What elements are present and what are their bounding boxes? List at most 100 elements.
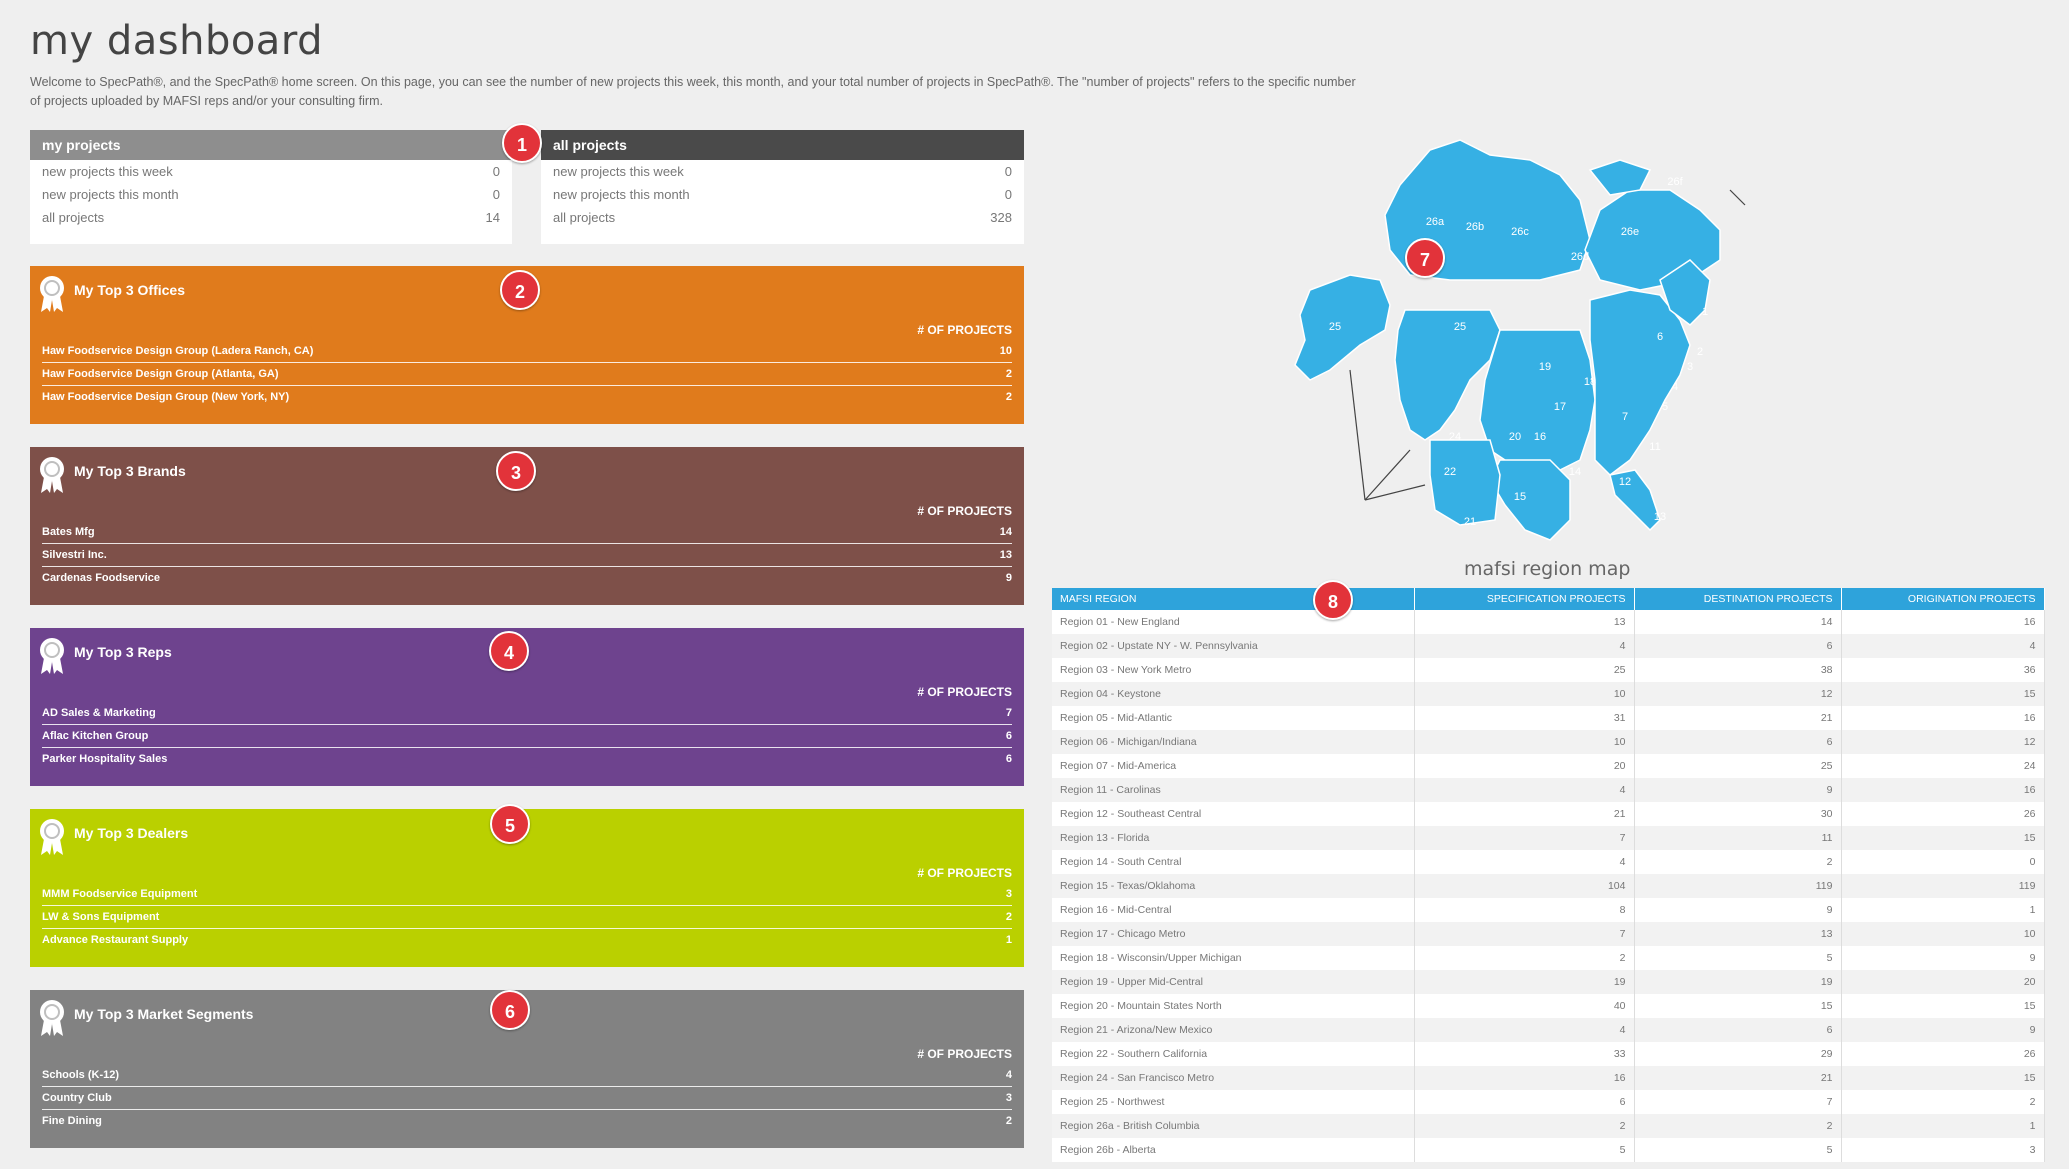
card-title: My Top 3 Dealers (74, 825, 189, 841)
award-ribbon-icon (38, 274, 66, 314)
map-region-label[interactable]: 4 (1672, 381, 1678, 393)
table-row[interactable]: Region 11 - Carolinas 4 9 16 (1052, 778, 2045, 802)
map-region-label[interactable]: 11 (1649, 441, 1660, 453)
map-region-label[interactable]: 15 (1514, 491, 1526, 503)
table-row[interactable]: Region 04 - Keystone 10 12 15 (1052, 682, 2045, 706)
destination-cell: 29 (1634, 1042, 1842, 1066)
table-row[interactable]: Region 01 - New England 13 14 16 (1052, 610, 2045, 634)
row-name: AD Sales & Marketing (42, 707, 156, 719)
card-row[interactable]: Haw Foodservice Design Group (Atlanta, G… (42, 363, 1012, 386)
card-row[interactable]: Haw Foodservice Design Group (New York, … (42, 386, 1012, 409)
table-row[interactable]: Region 14 - South Central 4 2 0 (1052, 850, 2045, 874)
card-row[interactable]: Silvestri Inc. 13 (42, 544, 1012, 567)
card-row[interactable]: Haw Foodservice Design Group (Ladera Ran… (42, 340, 1012, 363)
table-row[interactable]: Region 20 - Mountain States North 40 15 15 (1052, 994, 2045, 1018)
table-row[interactable]: Region 03 - New York Metro 25 38 36 (1052, 658, 2045, 682)
map-region-label[interactable]: 7 (1622, 411, 1628, 423)
specification-cell: 10 (1414, 730, 1635, 754)
destination-cell: 30 (1634, 802, 1842, 826)
card-row[interactable]: Cardenas Foodservice 9 (42, 567, 1012, 590)
specification-cell: 2 (1414, 946, 1635, 970)
table-row[interactable]: Region 21 - Arizona/New Mexico 4 6 9 (1052, 1018, 2045, 1042)
map-region-label[interactable]: 21 (1464, 516, 1476, 528)
map-region-label[interactable]: 19 (1539, 361, 1551, 373)
card-row[interactable]: Fine Dining 2 (42, 1110, 1012, 1133)
header-mafsi-region[interactable]: MAFSI REGION (1052, 588, 1415, 610)
region-name-cell: Region 04 - Keystone (1052, 682, 1415, 706)
table-row[interactable]: Region 19 - Upper Mid-Central 19 19 20 (1052, 970, 2045, 994)
header-origination-projects[interactable]: ORIGINATION PROJECTS (1841, 588, 2045, 610)
map-region-label[interactable]: 26e (1621, 226, 1639, 238)
origination-cell: 15 (1841, 682, 2045, 706)
all-projects-row: new projects this month 0 (541, 183, 1024, 206)
map-region-label[interactable]: 26c (1511, 226, 1529, 238)
map-region-label[interactable]: 26f (1667, 176, 1683, 188)
card-row[interactable]: Aflac Kitchen Group 6 (42, 725, 1012, 748)
map-region-label[interactable]: 25 (1329, 321, 1341, 333)
table-row[interactable]: Region 17 - Chicago Metro 7 13 10 (1052, 922, 2045, 946)
award-ribbon-icon (38, 998, 66, 1038)
destination-cell: 5 (1634, 946, 1842, 970)
origination-cell: 1 (1841, 898, 2045, 922)
map-caption: mafsi region map (1464, 558, 1631, 580)
table-row[interactable]: Region 13 - Florida 7 11 15 (1052, 826, 2045, 850)
my-projects-row: new projects this month 0 (30, 183, 512, 206)
specification-cell: 10 (1414, 682, 1635, 706)
table-row[interactable]: Region 22 - Southern California 33 29 26 (1052, 1042, 2045, 1066)
map-region-label[interactable]: 1 (1702, 306, 1708, 318)
card-row[interactable]: LW & Sons Equipment 2 (42, 906, 1012, 929)
region-name-cell: Region 19 - Upper Mid-Central (1052, 970, 1415, 994)
card-column-header: # OF PROJECTS (917, 685, 1012, 699)
intro-text: Welcome to SpecPath®, and the SpecPath® … (30, 75, 1356, 108)
row-value: 0 (1004, 164, 1012, 179)
map-region-label[interactable]: 18 (1584, 376, 1596, 388)
table-row[interactable]: Region 15 - Texas/Oklahoma 104 119 119 (1052, 874, 2045, 898)
destination-cell: 2 (1634, 850, 1842, 874)
card-row[interactable]: Parker Hospitality Sales 6 (42, 748, 1012, 771)
table-row[interactable]: Region 16 - Mid-Central 8 9 1 (1052, 898, 2045, 922)
callout-5: 5 (490, 804, 530, 844)
card-row[interactable]: AD Sales & Marketing 7 (42, 702, 1012, 725)
map-region-label[interactable]: 12 (1619, 476, 1631, 488)
table-row[interactable]: Region 25 - Northwest 6 7 2 (1052, 1090, 2045, 1114)
table-row[interactable]: Region 18 - Wisconsin/Upper Michigan 2 5 9 (1052, 946, 2045, 970)
map-region-label[interactable]: 3 (1687, 361, 1693, 373)
map-region-label[interactable]: 22 (1444, 466, 1456, 478)
row-value: 1 (1005, 934, 1012, 946)
table-row[interactable]: Region 02 - Upstate NY - W. Pennsylvania… (1052, 634, 2045, 658)
map-region-label[interactable]: 2 (1697, 346, 1703, 358)
map-region-label[interactable]: 24 (1449, 431, 1461, 443)
map-region-label[interactable]: 26d (1571, 251, 1589, 263)
map-region-label[interactable]: 26b (1466, 221, 1484, 233)
card-column-header: # OF PROJECTS (917, 866, 1012, 880)
map-region-label[interactable]: 17 (1554, 401, 1566, 413)
card-row[interactable]: Bates Mfg 14 (42, 521, 1012, 544)
specification-cell: 31 (1414, 706, 1635, 730)
map-region-label[interactable]: 20 (1509, 431, 1521, 443)
region-name-cell: Region 26b - Alberta (1052, 1138, 1415, 1162)
table-row[interactable]: Region 07 - Mid-America 20 25 24 (1052, 754, 2045, 778)
table-row[interactable]: Region 24 - San Francisco Metro 16 21 15 (1052, 1066, 2045, 1090)
header-destination-projects[interactable]: DESTINATION PROJECTS (1634, 588, 1842, 610)
origination-cell: 36 (1841, 658, 2045, 682)
table-row[interactable]: Region 26a - British Columbia 2 2 1 (1052, 1114, 2045, 1138)
map-region-label[interactable]: 13 (1654, 511, 1666, 523)
header-specification-projects[interactable]: SPECIFICATION PROJECTS (1414, 588, 1635, 610)
map-region-label[interactable]: 5 (1662, 401, 1668, 413)
specification-cell: 8 (1414, 898, 1635, 922)
map-quebec-north (1588, 159, 1652, 196)
card-row[interactable]: Country Club 3 (42, 1087, 1012, 1110)
table-row[interactable]: Region 06 - Michigan/Indiana 10 6 12 (1052, 730, 2045, 754)
map-region-label[interactable]: 25 (1454, 321, 1466, 333)
table-row[interactable]: Region 26b - Alberta 5 5 3 (1052, 1138, 2045, 1162)
table-row[interactable]: Region 12 - Southeast Central 21 30 26 (1052, 802, 2045, 826)
card-row[interactable]: MMM Foodservice Equipment 3 (42, 883, 1012, 906)
map-region-label[interactable]: 6 (1657, 331, 1663, 343)
map-region-label[interactable]: 26a (1426, 216, 1445, 228)
card-row[interactable]: Schools (K-12) 4 (42, 1064, 1012, 1087)
card-row[interactable]: Advance Restaurant Supply 1 (42, 929, 1012, 952)
map-region-label[interactable]: 14 (1569, 466, 1581, 478)
table-row[interactable]: Region 05 - Mid-Atlantic 31 21 16 (1052, 706, 2045, 730)
map-region-label[interactable]: 16 (1534, 431, 1546, 443)
